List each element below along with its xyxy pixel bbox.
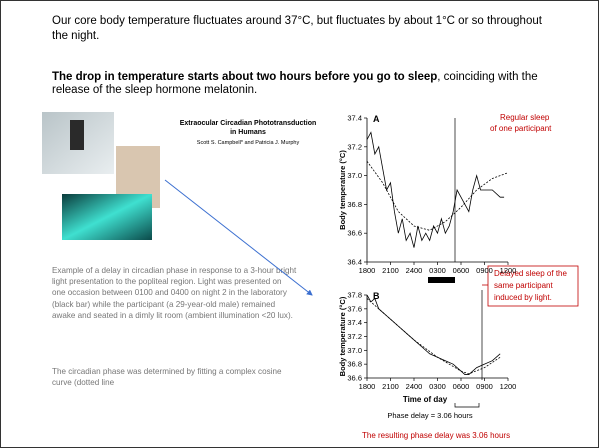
slide: {"slide": { "intro": "Our core body temp… (0, 0, 599, 448)
y-tick-label: 36.6 (347, 229, 362, 238)
note-regular: of one participant (490, 124, 552, 133)
y-axis-title: Body temperature (°C) (338, 296, 347, 376)
x-tick-label: 0900 (476, 266, 493, 275)
note-delayed: induced by light. (494, 293, 552, 302)
y-tick-label: 36.8 (347, 200, 362, 209)
conclusion: The resulting phase delay was 3.06 hours (362, 431, 510, 440)
arrow (165, 180, 312, 295)
paper-authors: Scott S. Campbell* and Patricia J. Murph… (197, 140, 300, 146)
y-tick-label: 37.2 (347, 332, 362, 341)
x-tick-label: 0300 (429, 382, 446, 391)
x-tick-label: 2100 (382, 382, 399, 391)
cosine-fit (367, 161, 508, 230)
x-tick-label: 0600 (453, 266, 470, 275)
y-tick-label: 36.8 (347, 360, 362, 369)
y-tick-label: 37.4 (347, 114, 362, 123)
y-tick-label: 37.4 (347, 318, 362, 327)
x-tick-label: 1200 (500, 382, 517, 391)
x-tick-label: 0900 (476, 382, 493, 391)
temperature-trace (367, 295, 500, 375)
note-regular: Regular sleep (500, 113, 550, 122)
light-bar (428, 277, 455, 283)
panel-label: A (373, 114, 380, 124)
x-tick-label: 2100 (382, 266, 399, 275)
paper-title: Extraocular Circadian Phototransduction (180, 120, 317, 127)
cosine-fit (367, 298, 500, 373)
x-tick-label: 1800 (359, 266, 376, 275)
figure: Extraocular Circadian Phototransduction … (0, 0, 599, 448)
x-tick-label: 1800 (359, 382, 376, 391)
x-tick-label: 2400 (406, 382, 423, 391)
phase-delay-label: Phase delay = 3.06 hours (387, 411, 473, 420)
x-tick-label: 0600 (453, 382, 470, 391)
y-tick-label: 37.6 (347, 304, 362, 313)
photo-person (70, 120, 84, 150)
x-tick-label: 0300 (429, 266, 446, 275)
x-tick-label: 2400 (406, 266, 423, 275)
photo-light (62, 194, 152, 240)
paper-title: in Humans (230, 129, 266, 136)
y-tick-label: 37.0 (347, 171, 362, 180)
x-tick-label: 1200 (500, 266, 517, 275)
temperature-trace (367, 132, 504, 247)
y-tick-label: 37.0 (347, 346, 362, 355)
x-axis-title: Time of day (403, 395, 448, 404)
phase-bracket (455, 403, 479, 407)
y-tick-label: 37.8 (347, 291, 362, 300)
y-tick-label: 37.2 (347, 142, 362, 151)
y-axis-title: Body temperature (°C) (338, 150, 347, 230)
note-delayed: same participant (494, 281, 553, 290)
